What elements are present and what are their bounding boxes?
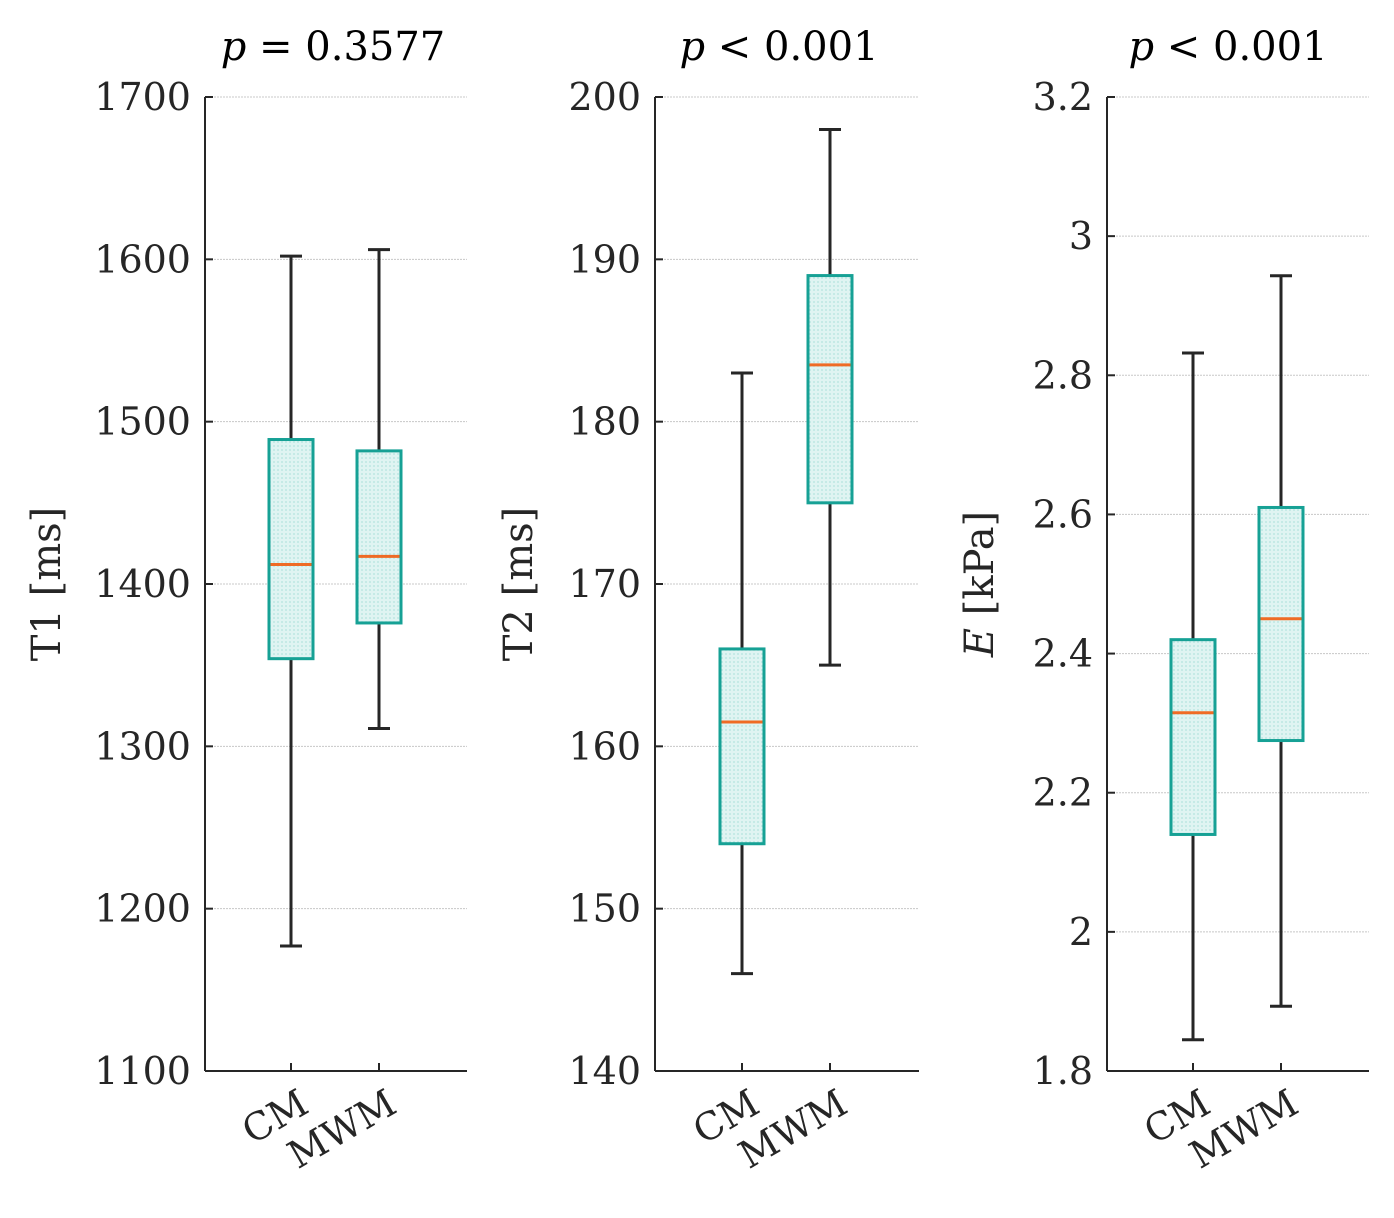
title-value: < 0.001 <box>1154 24 1327 70</box>
y-tick-label: 160 <box>568 724 641 768</box>
box-mwm <box>355 248 403 730</box>
y-tick-label: 1600 <box>94 237 191 281</box>
iqr-box <box>355 449 403 625</box>
box-mwm <box>1257 274 1305 1008</box>
y-tick-label: 2.2 <box>1033 771 1093 815</box>
title-variable: p <box>1128 24 1154 70</box>
panel-title: p = 0.3577 <box>221 24 446 70</box>
y-tick-label: 2.4 <box>1033 632 1093 676</box>
title-value: < 0.001 <box>705 24 878 70</box>
y-tick-label: 1100 <box>94 1049 191 1093</box>
panel-title: p < 0.001 <box>679 24 878 70</box>
y-axis-label: T1 [ms] <box>24 507 70 662</box>
y-label-text: [kPa] <box>957 511 1003 628</box>
title-value: = 0.3577 <box>246 24 445 70</box>
y-tick-label: 150 <box>568 887 641 931</box>
iqr-box <box>718 647 766 846</box>
iqr-box <box>267 438 315 661</box>
y-tick-label: 3.2 <box>1033 75 1093 119</box>
y-tick-label: 1300 <box>94 724 191 768</box>
y-label-text: T1 [ms] <box>24 507 70 662</box>
y-axis-label: E [kPa] <box>957 511 1003 658</box>
box-mwm <box>806 127 854 667</box>
iqr-box <box>806 274 854 505</box>
y-tick-label: 140 <box>568 1049 641 1093</box>
y-label-variable: E <box>957 628 1003 658</box>
y-tick-label: 1400 <box>94 562 191 606</box>
iqr-box <box>1257 505 1305 743</box>
y-tick-label: 1200 <box>94 887 191 931</box>
y-label-text: T2 [ms] <box>496 507 542 662</box>
y-tick-label: 190 <box>568 237 641 281</box>
y-tick-label: 1700 <box>94 75 191 119</box>
y-tick-label: 1.8 <box>1033 1049 1093 1093</box>
y-tick-label: 180 <box>568 400 641 444</box>
iqr-box <box>1169 638 1217 836</box>
y-tick-label: 1500 <box>94 400 191 444</box>
y-tick-label: 2 <box>1069 910 1093 954</box>
panel-title: p < 0.001 <box>1128 24 1327 70</box>
y-axis-label: T2 [ms] <box>496 507 542 662</box>
box-cm <box>718 371 766 976</box>
y-tick-label: 3 <box>1069 214 1093 258</box>
y-tick-label: 2.6 <box>1033 492 1093 536</box>
box-cm <box>1169 351 1217 1042</box>
y-tick-label: 2.8 <box>1033 353 1093 397</box>
box-cm <box>267 254 315 948</box>
title-variable: p <box>679 24 705 70</box>
title-variable: p <box>221 24 247 70</box>
y-tick-label: 200 <box>568 75 641 119</box>
y-tick-label: 170 <box>568 562 641 606</box>
